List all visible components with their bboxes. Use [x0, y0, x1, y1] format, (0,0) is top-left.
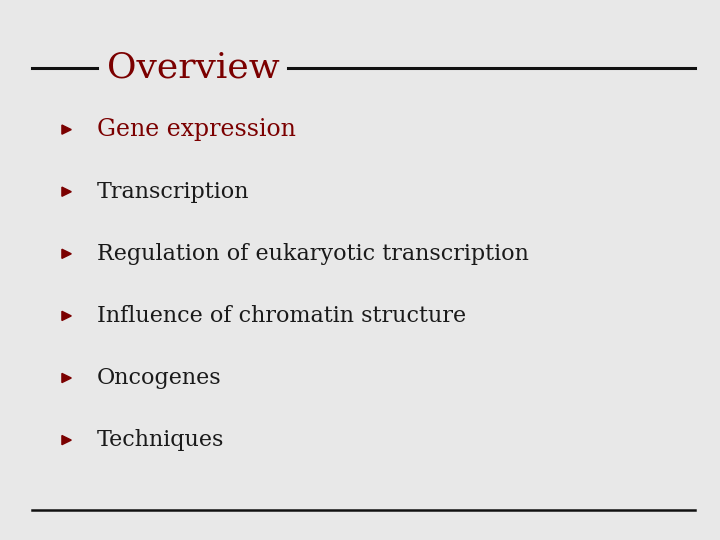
- Text: Oncogenes: Oncogenes: [97, 367, 222, 389]
- Polygon shape: [62, 187, 71, 196]
- Text: Transcription: Transcription: [97, 181, 250, 202]
- Polygon shape: [62, 374, 71, 382]
- Text: Overview: Overview: [107, 51, 279, 84]
- Text: Influence of chromatin structure: Influence of chromatin structure: [97, 305, 467, 327]
- Polygon shape: [62, 249, 71, 258]
- Text: Techniques: Techniques: [97, 429, 225, 451]
- Text: Regulation of eukaryotic transcription: Regulation of eukaryotic transcription: [97, 243, 529, 265]
- Polygon shape: [62, 125, 71, 134]
- Polygon shape: [62, 311, 71, 321]
- Text: Gene expression: Gene expression: [97, 118, 296, 141]
- Polygon shape: [62, 435, 71, 445]
